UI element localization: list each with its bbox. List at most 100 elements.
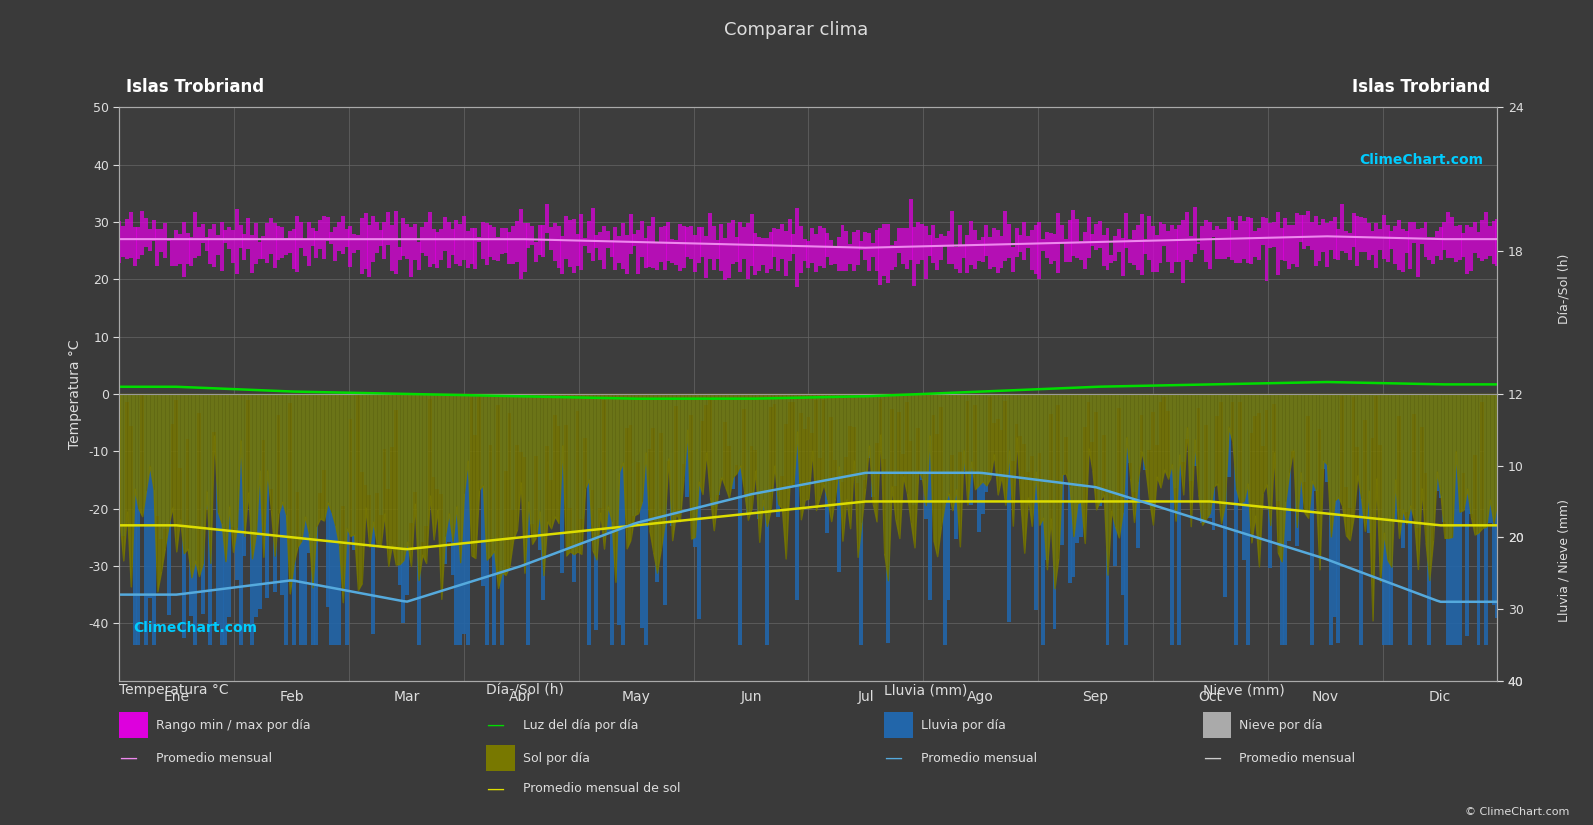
Bar (913, 227, 916, 285)
Bar (470, 228, 473, 264)
Text: Luz del día por día: Luz del día por día (523, 719, 639, 732)
Bar (242, 234, 247, 260)
Bar (988, 394, 992, 397)
Bar (636, 230, 640, 274)
Bar (167, 240, 170, 241)
Bar (209, 229, 212, 264)
Bar (234, 209, 239, 274)
Bar (913, 394, 916, 505)
Bar (333, 228, 338, 262)
Bar (556, 394, 561, 426)
Bar (660, 227, 663, 262)
Bar (542, 225, 545, 257)
Bar (311, 394, 314, 645)
Bar (1408, 222, 1413, 270)
Bar (613, 227, 618, 271)
Bar (1090, 394, 1094, 442)
Bar (946, 394, 951, 601)
Bar (223, 230, 228, 243)
Bar (1064, 394, 1067, 436)
Text: Temperatura °C: Temperatura °C (119, 683, 229, 697)
Text: ClimeChart.com: ClimeChart.com (1360, 153, 1483, 167)
Bar (602, 394, 605, 400)
Bar (530, 394, 534, 524)
Bar (890, 394, 894, 409)
Bar (1306, 211, 1309, 246)
Bar (629, 394, 632, 425)
Bar (1450, 218, 1454, 258)
Bar (875, 230, 879, 271)
Bar (1227, 217, 1231, 257)
Bar (288, 394, 292, 403)
Bar (1169, 225, 1174, 273)
Bar (1370, 394, 1375, 438)
Bar (1102, 235, 1106, 266)
Bar (924, 394, 927, 519)
Bar (564, 216, 569, 258)
Bar (663, 394, 666, 605)
Bar (1438, 227, 1443, 260)
Bar (811, 394, 814, 433)
Bar (295, 215, 299, 272)
Bar (401, 394, 405, 623)
Bar (349, 226, 352, 267)
Bar (674, 394, 679, 406)
Bar (429, 212, 432, 267)
Bar (847, 243, 852, 264)
Bar (1466, 394, 1469, 636)
Bar (489, 224, 492, 257)
Bar (726, 394, 731, 446)
Bar (1265, 394, 1268, 409)
Bar (1257, 394, 1262, 412)
Bar (204, 394, 209, 510)
Bar (393, 394, 398, 409)
Bar (629, 214, 632, 254)
Text: Promedio mensual de sol: Promedio mensual de sol (523, 782, 680, 795)
Bar (1042, 239, 1045, 251)
Bar (674, 240, 679, 265)
Bar (999, 236, 1004, 268)
Bar (1029, 230, 1034, 271)
Bar (484, 394, 489, 645)
Bar (768, 232, 773, 269)
Bar (299, 222, 303, 248)
Bar (1094, 224, 1098, 251)
Bar (715, 240, 720, 259)
Bar (1466, 225, 1469, 274)
Bar (1265, 218, 1268, 280)
Bar (1238, 394, 1243, 402)
Bar (228, 228, 231, 249)
Bar (319, 219, 322, 249)
Bar (712, 225, 715, 270)
Bar (844, 231, 849, 271)
Bar (432, 229, 435, 264)
Bar (1114, 236, 1117, 261)
Bar (575, 394, 580, 411)
Bar (1488, 226, 1491, 257)
Bar (1488, 394, 1491, 522)
Bar (726, 224, 731, 278)
Bar (886, 394, 890, 644)
Bar (1438, 394, 1443, 498)
Bar (1152, 394, 1155, 412)
Bar (1295, 213, 1298, 266)
Text: Islas Trobriand: Islas Trobriand (1352, 78, 1491, 96)
Bar (984, 224, 988, 256)
Bar (632, 394, 636, 516)
Bar (228, 394, 231, 617)
Bar (1072, 210, 1075, 257)
Bar (1284, 218, 1287, 261)
Bar (1235, 230, 1238, 263)
Bar (239, 394, 242, 645)
Bar (564, 394, 569, 425)
Bar (1273, 222, 1276, 247)
Bar (330, 394, 333, 645)
Bar (1400, 394, 1405, 548)
Bar (795, 394, 800, 600)
Bar (277, 226, 280, 261)
Bar (644, 238, 648, 268)
Bar (129, 212, 132, 258)
Bar (223, 394, 228, 645)
Bar (322, 216, 327, 258)
Bar (938, 394, 943, 407)
